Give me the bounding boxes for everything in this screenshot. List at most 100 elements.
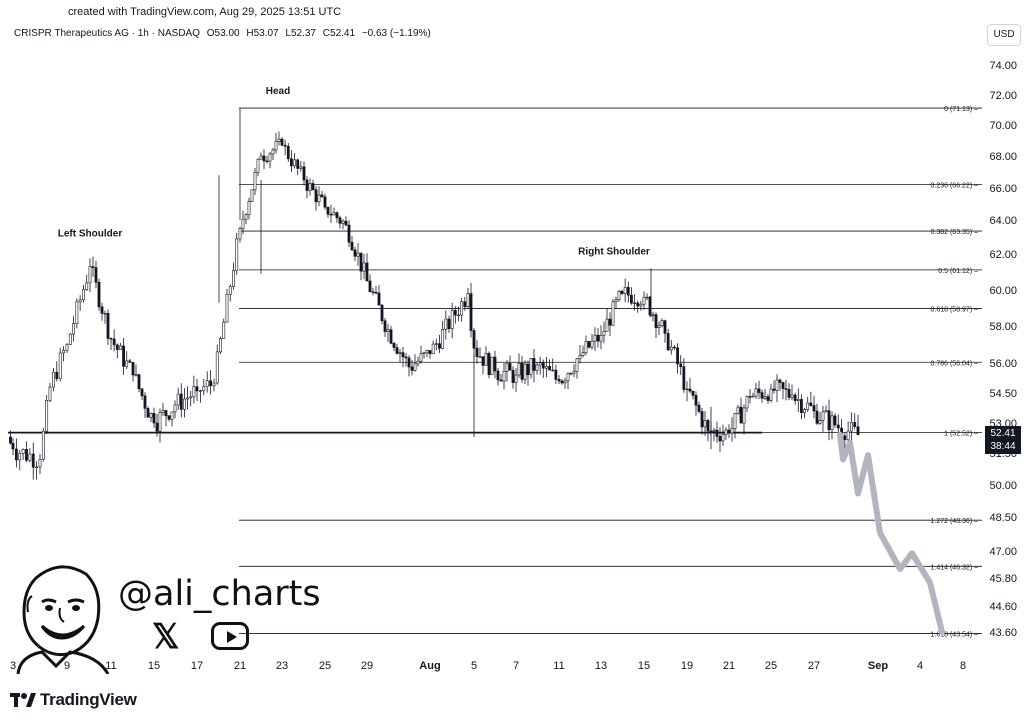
candle-body: [392, 343, 396, 348]
candle-body: [97, 281, 101, 308]
price-tick-label: 48.50: [989, 512, 1017, 524]
current-price-label: 52.41 38:44: [985, 426, 1021, 454]
price-tick-label: 54.50: [989, 388, 1017, 400]
fib-level-label: 1.414 (46.32) –: [931, 564, 979, 571]
candle-body: [593, 334, 597, 342]
candle-body: [31, 453, 35, 468]
candle-body: [202, 386, 206, 392]
candle-body: [338, 217, 342, 224]
candle-body: [605, 318, 609, 332]
candle-body: [35, 466, 39, 469]
high-value: H53.07: [246, 28, 279, 39]
currency-button[interactable]: USD: [987, 24, 1021, 46]
time-tick-label: 19: [681, 660, 693, 672]
candle-body: [563, 380, 567, 384]
candle-body: [700, 411, 704, 428]
projection-layer: [837, 431, 945, 635]
candle-body: [535, 364, 539, 371]
candle-body: [161, 410, 165, 413]
candle-body: [809, 402, 813, 406]
candle-body: [666, 333, 670, 351]
candle-body: [694, 395, 698, 406]
candle-body: [11, 442, 15, 450]
candle-body: [554, 369, 558, 380]
candle-body: [109, 338, 113, 340]
candle-body: [475, 347, 479, 357]
candle-body: [827, 410, 831, 431]
candle-body: [425, 350, 429, 354]
candle-body: [532, 358, 536, 371]
candle-body: [344, 220, 348, 226]
candle-body: [368, 280, 372, 293]
candle-body: [320, 194, 324, 198]
candle-body: [244, 214, 248, 220]
candle-body: [654, 314, 658, 328]
fib-level-label: 0.786 (56.04) –: [931, 360, 979, 367]
price-tick-label: 45.80: [989, 573, 1017, 585]
candle-body: [769, 388, 773, 401]
candle-body: [457, 314, 460, 317]
price-tick-label: 72.00: [989, 90, 1017, 102]
candle-body: [106, 313, 110, 339]
open-value: O53.00: [206, 28, 240, 39]
candle-body: [179, 393, 183, 410]
change-value: −0.63 (−1.19%): [361, 28, 431, 39]
candle-body: [55, 371, 59, 379]
candle-body: [356, 252, 360, 257]
time-tick-label: 11: [553, 660, 564, 672]
candle-body: [645, 296, 649, 299]
candle-body: [441, 329, 445, 349]
candle-body: [575, 358, 579, 372]
candle-body: [691, 390, 695, 396]
candle-body: [131, 362, 135, 376]
candle-body: [395, 347, 399, 354]
candle-body: [314, 189, 318, 203]
price-tick-label: 50.00: [989, 480, 1017, 492]
candle-body: [259, 155, 263, 160]
close-value: C52.41: [322, 28, 356, 39]
candle-body: [523, 363, 527, 380]
low-value: L52.37: [285, 28, 316, 39]
time-tick-label: 4: [917, 660, 923, 672]
candle-body: [608, 318, 612, 326]
tradingview-logo[interactable]: TradingView: [10, 689, 137, 711]
candle-body: [398, 352, 402, 354]
candle-body: [566, 373, 570, 382]
candle-body: [293, 159, 296, 167]
candle-body: [88, 266, 92, 284]
candle-body: [642, 296, 646, 305]
candle-body: [733, 412, 737, 429]
candle-body: [815, 410, 819, 424]
projection-path: [837, 431, 945, 635]
candle-body: [222, 321, 226, 339]
price-tick-label: 70.00: [989, 120, 1017, 132]
candle-body: [514, 374, 518, 383]
candle-body: [199, 390, 202, 392]
time-tick-label: 17: [191, 660, 203, 672]
candle-body: [359, 252, 363, 272]
created-stamp: created with TradingView.com, Aug 29, 20…: [68, 6, 342, 18]
time-tick-label: 25: [319, 660, 331, 672]
candles-layer: [9, 108, 860, 480]
youtube-icon: [211, 622, 249, 650]
pattern-annotation: Right Shoulder: [578, 246, 650, 257]
candle-body: [122, 345, 125, 367]
fib-level-label: 0.236 (66.22) –: [931, 182, 979, 189]
candle-body: [806, 402, 810, 410]
candle-body: [404, 356, 408, 359]
candle-body: [790, 394, 794, 398]
candle-body: [469, 293, 473, 331]
candle-body: [115, 344, 119, 350]
candle-body: [739, 406, 743, 424]
candle-body: [511, 369, 515, 383]
candle-body: [317, 194, 321, 203]
candle-body: [730, 428, 734, 434]
candle-body: [682, 366, 686, 390]
symbol-name[interactable]: CRISPR Therapeutics AG · 1h · NASDAQ: [14, 28, 200, 39]
time-axis: 3 9 11 15 17 21 23 25 29 Aug 5 7 11 13 15 19 21 25 27 Sep 4 8: [10, 660, 966, 672]
candle-body: [463, 301, 467, 307]
candle-body: [447, 318, 451, 330]
price-axis: 74.00 72.00 70.00 68.00 66.00 64.00 62.00 60.00…: [989, 60, 1017, 639]
candle-body: [508, 363, 512, 371]
